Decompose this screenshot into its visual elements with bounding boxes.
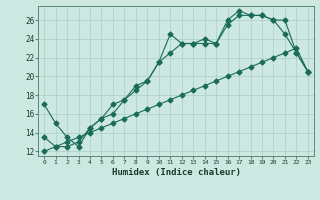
X-axis label: Humidex (Indice chaleur): Humidex (Indice chaleur): [111, 168, 241, 177]
